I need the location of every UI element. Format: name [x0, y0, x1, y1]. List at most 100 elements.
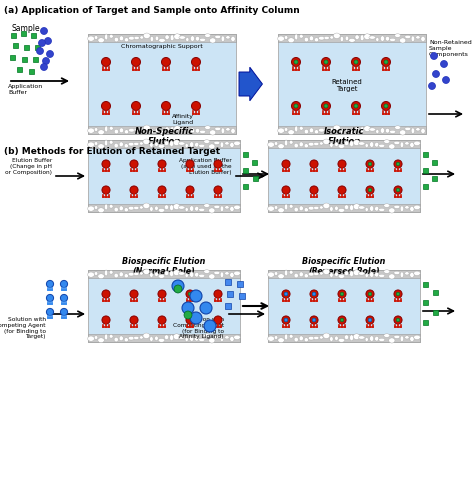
Ellipse shape: [170, 141, 173, 148]
Ellipse shape: [394, 142, 400, 145]
Circle shape: [40, 64, 47, 71]
Ellipse shape: [109, 35, 113, 39]
Ellipse shape: [330, 207, 333, 212]
Ellipse shape: [88, 129, 94, 134]
Circle shape: [382, 102, 391, 111]
Ellipse shape: [143, 333, 150, 339]
Ellipse shape: [119, 37, 124, 42]
Circle shape: [396, 163, 400, 166]
Bar: [268, 271, 420, 342]
Ellipse shape: [128, 129, 135, 133]
Circle shape: [312, 292, 316, 296]
Ellipse shape: [330, 337, 333, 342]
Ellipse shape: [173, 140, 180, 146]
Ellipse shape: [345, 272, 349, 276]
Ellipse shape: [289, 335, 293, 338]
Circle shape: [282, 317, 290, 324]
Ellipse shape: [225, 142, 229, 146]
Bar: [278, 127, 426, 135]
Ellipse shape: [170, 205, 173, 212]
Circle shape: [130, 317, 138, 324]
Ellipse shape: [173, 270, 180, 276]
Bar: [423, 320, 428, 325]
Ellipse shape: [140, 129, 144, 132]
Ellipse shape: [416, 129, 420, 132]
Ellipse shape: [204, 270, 210, 274]
Ellipse shape: [394, 126, 401, 130]
Ellipse shape: [278, 145, 284, 149]
Bar: [268, 205, 420, 212]
Circle shape: [394, 161, 402, 169]
Ellipse shape: [150, 207, 153, 212]
Circle shape: [396, 189, 400, 193]
Circle shape: [191, 59, 201, 67]
Ellipse shape: [310, 37, 313, 42]
Circle shape: [430, 53, 438, 60]
Ellipse shape: [288, 39, 294, 44]
Ellipse shape: [155, 143, 158, 147]
Ellipse shape: [330, 129, 334, 132]
Ellipse shape: [370, 206, 374, 212]
Ellipse shape: [143, 204, 150, 209]
Bar: [88, 141, 240, 149]
Ellipse shape: [394, 335, 400, 339]
Ellipse shape: [150, 273, 153, 278]
Ellipse shape: [308, 273, 314, 276]
Ellipse shape: [370, 272, 374, 278]
Ellipse shape: [345, 335, 349, 340]
Ellipse shape: [345, 206, 349, 210]
Ellipse shape: [379, 338, 385, 342]
Circle shape: [312, 292, 316, 296]
Bar: [278, 35, 426, 135]
Ellipse shape: [158, 145, 165, 149]
Ellipse shape: [88, 37, 94, 42]
Circle shape: [282, 290, 290, 299]
Ellipse shape: [139, 272, 143, 275]
Ellipse shape: [178, 143, 185, 146]
Ellipse shape: [330, 37, 334, 40]
Ellipse shape: [358, 336, 365, 339]
Ellipse shape: [186, 130, 189, 134]
Circle shape: [188, 292, 192, 296]
Ellipse shape: [394, 35, 401, 38]
Ellipse shape: [124, 39, 128, 43]
Ellipse shape: [411, 129, 415, 134]
Bar: [29, 69, 35, 75]
Ellipse shape: [369, 37, 375, 40]
Bar: [22, 58, 27, 62]
Ellipse shape: [319, 37, 325, 41]
Ellipse shape: [268, 207, 274, 212]
Circle shape: [338, 161, 346, 169]
Bar: [432, 176, 438, 181]
Circle shape: [131, 102, 140, 111]
Bar: [278, 35, 426, 43]
Circle shape: [191, 102, 201, 111]
Ellipse shape: [134, 129, 139, 132]
Ellipse shape: [134, 37, 139, 41]
Ellipse shape: [358, 272, 365, 275]
Circle shape: [46, 295, 54, 302]
Circle shape: [368, 318, 372, 322]
Ellipse shape: [379, 145, 385, 148]
Ellipse shape: [414, 206, 420, 210]
Ellipse shape: [158, 339, 165, 343]
Ellipse shape: [98, 39, 104, 44]
Ellipse shape: [174, 126, 181, 132]
Ellipse shape: [109, 127, 113, 131]
Ellipse shape: [353, 334, 360, 340]
Bar: [10, 55, 16, 60]
Ellipse shape: [405, 142, 409, 146]
Ellipse shape: [405, 128, 411, 131]
Bar: [254, 176, 258, 181]
Ellipse shape: [155, 37, 159, 42]
Circle shape: [394, 186, 402, 195]
Ellipse shape: [210, 131, 216, 136]
Ellipse shape: [304, 130, 309, 135]
Ellipse shape: [350, 141, 354, 148]
Circle shape: [384, 61, 388, 65]
Circle shape: [130, 161, 138, 169]
Ellipse shape: [284, 271, 288, 276]
Ellipse shape: [128, 273, 134, 276]
Ellipse shape: [105, 35, 108, 41]
Ellipse shape: [190, 272, 194, 278]
